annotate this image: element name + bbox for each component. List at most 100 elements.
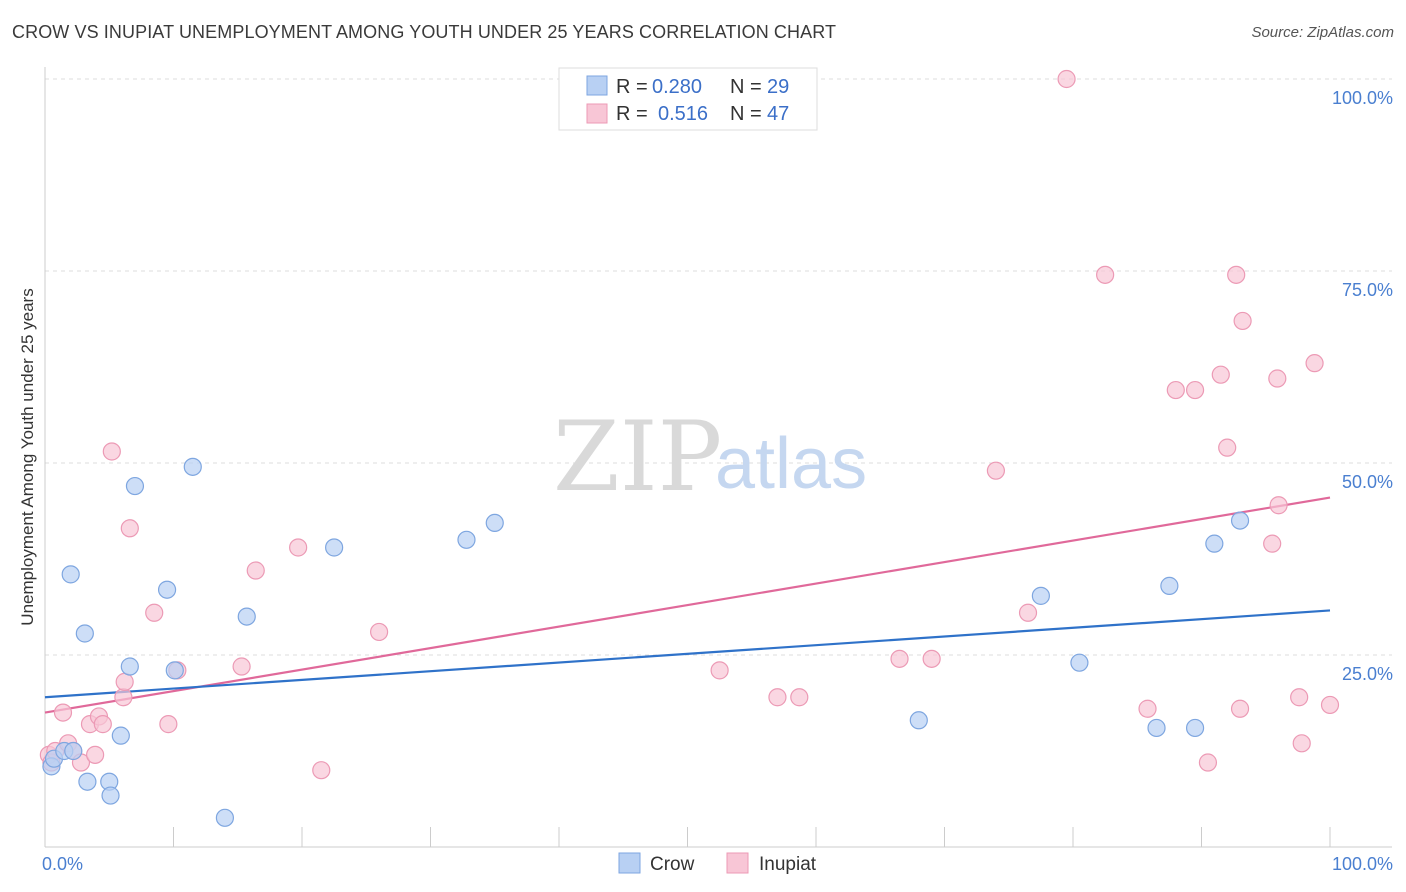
inupiat-point xyxy=(1292,734,1311,753)
legend-inupiat-r-value: 0.516 xyxy=(658,103,708,125)
y-axis-title: Unemployment Among Youth under 25 years xyxy=(18,288,37,625)
inupiat-point xyxy=(1269,496,1288,515)
inupiat-point xyxy=(1227,265,1246,284)
trend-lines xyxy=(44,496,1331,714)
bottom-legend-inupiat-label: Inupiat xyxy=(759,854,817,875)
inupiat-point xyxy=(768,688,787,707)
bottom-legend: Crow Inupiat xyxy=(618,852,817,875)
legend-crow-swatch xyxy=(586,75,608,96)
crow-point xyxy=(1147,718,1166,738)
inupiat-point xyxy=(790,688,809,707)
x-tick-label: 0.0% xyxy=(42,854,83,874)
inupiat-point xyxy=(86,745,105,764)
crow-point xyxy=(125,476,145,496)
inupiat-point xyxy=(890,649,909,668)
inupiat-point xyxy=(159,715,178,734)
crow-point xyxy=(61,565,80,584)
inupiat-point xyxy=(1268,369,1287,388)
crow-point xyxy=(165,661,184,680)
crow-point xyxy=(457,530,476,549)
inupiat-point xyxy=(1018,603,1038,622)
crow-point xyxy=(237,607,256,626)
inupiat-point xyxy=(1198,753,1218,772)
inupiat-point xyxy=(102,442,121,461)
watermark: ZIP atlas xyxy=(553,401,867,513)
inupiat-point xyxy=(1166,380,1185,400)
inupiat-point xyxy=(120,519,139,538)
y-tick-label: 75.0% xyxy=(1342,280,1393,300)
inupiat-point xyxy=(370,622,389,642)
x-tick-label: 100.0% xyxy=(1332,854,1393,874)
watermark-zip: ZIP xyxy=(553,401,722,513)
inupiat-point xyxy=(145,603,164,622)
watermark-atlas: atlas xyxy=(715,424,867,504)
crow-point xyxy=(1031,586,1050,605)
inupiat-point xyxy=(312,761,331,780)
inupiat-point xyxy=(1230,699,1250,718)
grid-lines xyxy=(45,78,1392,656)
y-tick-labels: 25.0% 50.0% 75.0% 100.0% xyxy=(1332,88,1393,684)
inupiat-point xyxy=(115,672,134,691)
crow-point xyxy=(1160,576,1179,595)
y-tick-label: 25.0% xyxy=(1342,664,1393,684)
y-tick-label: 50.0% xyxy=(1342,472,1393,492)
inupiat-point xyxy=(246,561,265,580)
inupiat-point xyxy=(1211,365,1230,384)
inupiat-point xyxy=(53,703,73,722)
crow-point xyxy=(183,457,202,476)
crow-point xyxy=(120,657,139,676)
inupiat-point xyxy=(1320,695,1340,715)
legend-crow-r-label: R = xyxy=(616,76,648,98)
crow-point xyxy=(1205,534,1224,553)
bottom-legend-crow-swatch xyxy=(618,852,641,874)
crow-point xyxy=(1070,653,1089,672)
source-label: Source: ZipAtlas.com xyxy=(1251,24,1394,41)
legend-crow-n-value: 29 xyxy=(767,76,789,98)
inupiat-point xyxy=(1233,311,1252,331)
inupiat-point xyxy=(1138,699,1157,718)
crow-point xyxy=(1230,511,1250,530)
legend-box: R = 0.280 N = 29 R = 0.516 N = 47 xyxy=(558,67,818,131)
inupiat-point xyxy=(1096,265,1115,284)
bottom-legend-inupiat-swatch xyxy=(726,852,749,874)
crow-point xyxy=(64,741,83,761)
crow-point xyxy=(215,808,234,827)
inupiat-point xyxy=(1185,380,1205,400)
inupiat-point xyxy=(1263,534,1282,553)
inupiat-point xyxy=(114,688,133,707)
legend-inupiat-n-value: 47 xyxy=(767,103,789,125)
inupiat-point xyxy=(93,715,112,734)
inupiat-point xyxy=(1057,69,1076,89)
inupiat-point xyxy=(232,657,251,676)
bottom-legend-crow-label: Crow xyxy=(650,854,695,875)
crow-point xyxy=(1185,718,1205,738)
legend-inupiat-swatch xyxy=(586,103,608,124)
crow-points xyxy=(42,457,1250,827)
legend-inupiat-r-label: R = xyxy=(616,103,648,125)
x-tick-labels: 0.0% 100.0% xyxy=(42,854,1393,874)
crow-point xyxy=(485,513,504,533)
axes xyxy=(44,67,1392,848)
crow-point xyxy=(909,711,928,730)
legend-crow-r-value: 0.280 xyxy=(652,76,702,98)
crow-point xyxy=(325,538,344,557)
inupiat-point xyxy=(289,538,308,557)
chart-title: CROW VS INUPIAT UNEMPLOYMENT AMONG YOUTH… xyxy=(12,22,837,42)
crow-point xyxy=(111,726,130,745)
crow-point xyxy=(101,786,120,805)
inupiat-point xyxy=(922,649,941,668)
inupiat-trend-line xyxy=(44,496,1331,714)
crow-point xyxy=(75,624,94,643)
crow-point xyxy=(157,580,177,599)
inupiat-point xyxy=(1290,688,1309,707)
inupiat-point xyxy=(710,661,729,680)
crow-trend-line xyxy=(44,609,1331,699)
legend-crow-n-label: N = xyxy=(730,76,762,98)
y-tick-label: 100.0% xyxy=(1332,88,1393,108)
inupiat-point xyxy=(986,461,1006,480)
inupiat-point xyxy=(1305,354,1324,373)
inupiat-point xyxy=(1218,438,1237,457)
legend-inupiat-n-label: N = xyxy=(730,103,762,125)
